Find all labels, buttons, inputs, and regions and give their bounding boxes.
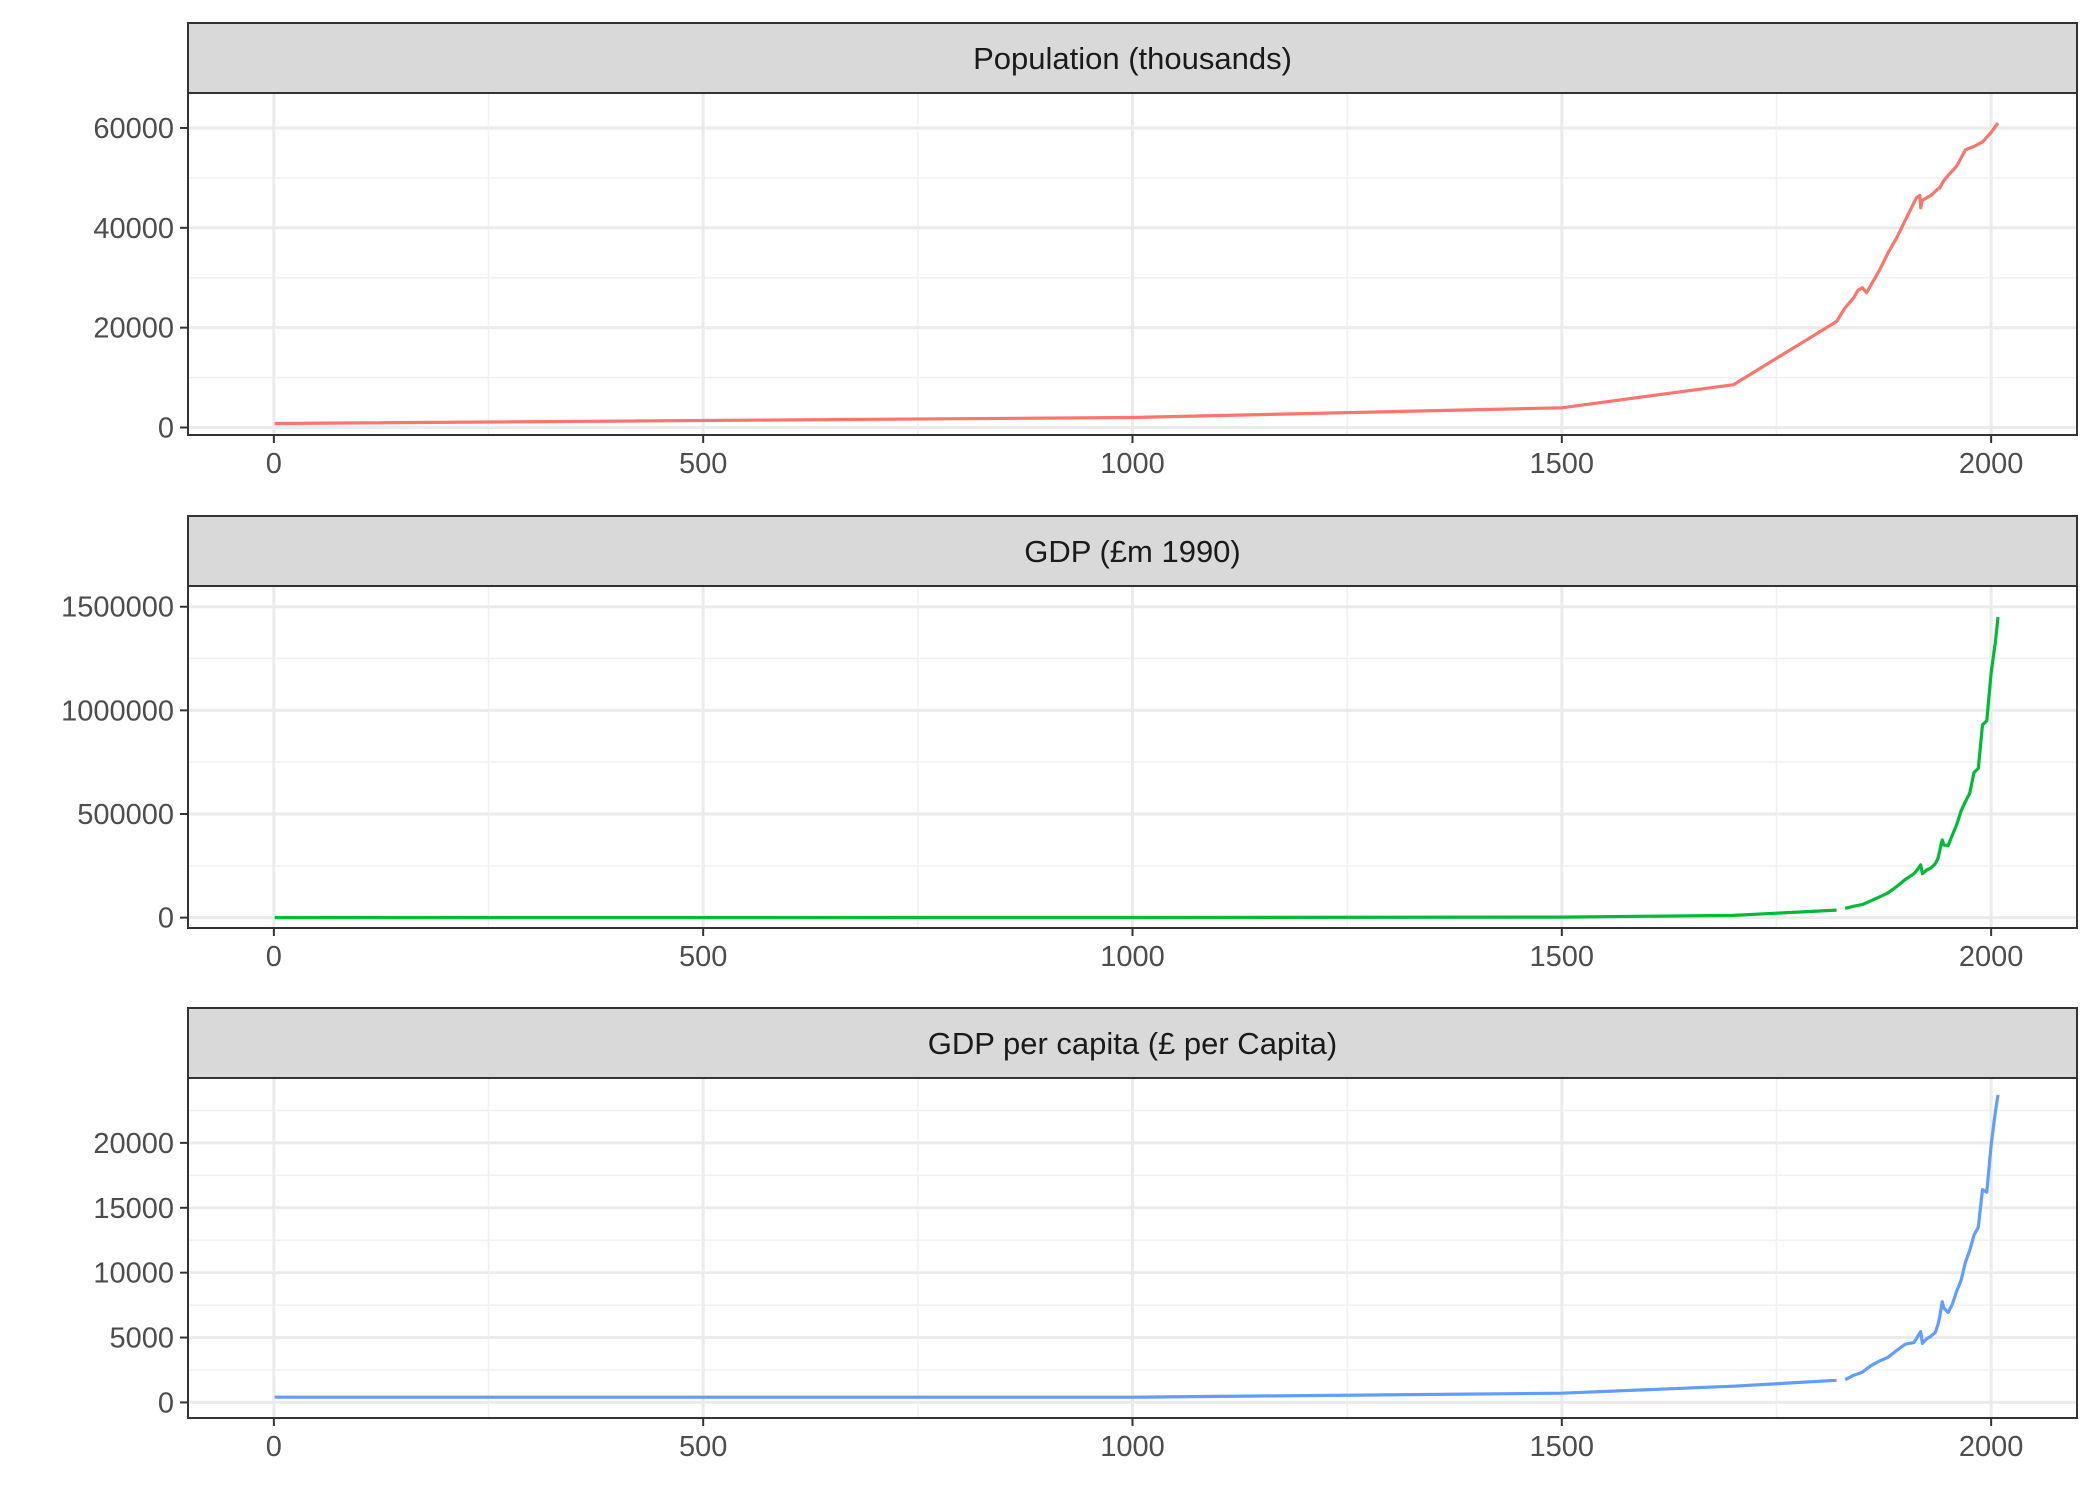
y-tick-label: 15000 <box>93 1193 174 1225</box>
y-tick-label: 500000 <box>77 799 174 831</box>
series-line <box>274 1378 1837 1399</box>
facet-panel: GDP per capita (£ per Capita) 0 500 1000 150… <box>93 1007 2078 1463</box>
x-tick-label: 0 <box>266 448 282 480</box>
series-line <box>274 122 2000 426</box>
x-tick-label: 500 <box>679 448 727 480</box>
facet-panel: Population (thousands)0 500 1000 1500 200002… <box>93 22 2078 480</box>
x-tick-label: 0 <box>266 941 282 973</box>
y-tick-label: 1000000 <box>61 695 174 727</box>
facet-strip <box>187 22 2078 94</box>
y-tick-label: 0 <box>158 1387 174 1419</box>
y-tick-label: 0 <box>158 903 174 935</box>
x-tick-label: 2000 <box>1959 448 2024 480</box>
y-tick-label: 5000 <box>109 1323 174 1355</box>
x-tick-label: 500 <box>679 1431 727 1463</box>
x-tick-label: 1500 <box>1530 448 1595 480</box>
facet-title: GDP (£m 1990) <box>1024 534 1241 569</box>
y-tick-label: 10000 <box>93 1258 174 1290</box>
facet-title: GDP per capita (£ per Capita) <box>928 1026 1338 1061</box>
y-tick-label: 0 <box>158 413 174 445</box>
series-line <box>274 908 1837 920</box>
facet-title: Population (thousands) <box>973 41 1292 76</box>
y-tick-label: 60000 <box>93 113 174 145</box>
x-tick-label: 1000 <box>1100 1431 1165 1463</box>
y-tick-label: 20000 <box>93 1128 174 1160</box>
series-line <box>1844 1094 2000 1382</box>
x-tick-label: 2000 <box>1959 941 2024 973</box>
x-tick-label: 1000 <box>1100 448 1165 480</box>
x-tick-label: 500 <box>679 941 727 973</box>
y-tick-label: 20000 <box>93 313 174 345</box>
x-tick-label: 2000 <box>1959 1431 2024 1463</box>
x-tick-label: 1500 <box>1530 941 1595 973</box>
x-tick-label: 0 <box>266 1431 282 1463</box>
y-tick-label: 1500000 <box>61 592 174 624</box>
facet-panel: GDP (£m 1990) 0 500 1000 1500 2000 0 500000 1000… <box>61 515 2078 973</box>
y-tick-label: 40000 <box>93 213 174 245</box>
x-tick-label: 1000 <box>1100 941 1165 973</box>
x-tick-label: 1500 <box>1530 1431 1595 1463</box>
series-line <box>1844 616 2000 910</box>
